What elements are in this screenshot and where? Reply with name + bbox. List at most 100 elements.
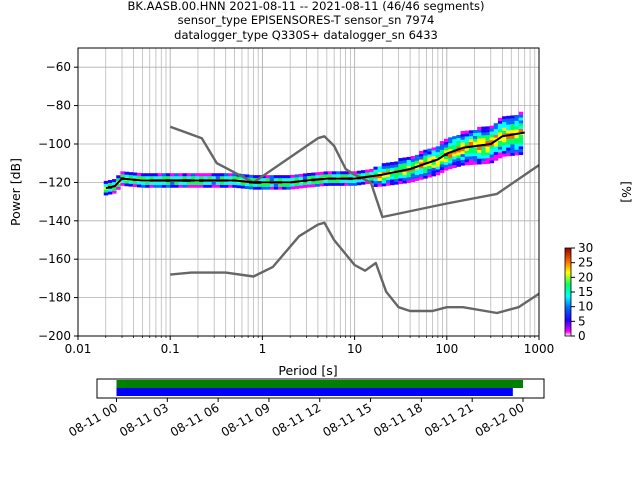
psd-cell	[485, 129, 490, 133]
x-axis-label: Period [s]	[278, 363, 337, 378]
psd-cell	[278, 183, 283, 187]
psd-cell	[381, 168, 387, 172]
psd-cell	[477, 135, 482, 139]
colorbar-tick-label: 10	[578, 300, 593, 314]
psd-cell	[315, 172, 320, 176]
psd-cell	[419, 150, 424, 154]
psd-cell	[244, 185, 250, 189]
psd-cell	[489, 128, 495, 132]
psd-cell	[510, 147, 515, 151]
psd-cell	[103, 192, 109, 196]
y-axis-label: Power [dB]	[8, 158, 23, 226]
psd-cell	[514, 120, 520, 124]
psd-cell	[489, 157, 495, 161]
psd-cell	[136, 172, 142, 176]
psd-cell	[514, 135, 520, 139]
psd-cell	[464, 156, 470, 160]
psd-cell	[336, 179, 341, 183]
psd-cell	[485, 132, 490, 136]
psd-cell	[136, 175, 142, 179]
psd-cell	[473, 161, 478, 165]
psd-cell	[302, 176, 308, 180]
psd-cell	[153, 176, 159, 180]
psd-cell	[385, 162, 391, 166]
psd-cell	[502, 121, 507, 125]
psd-cell	[452, 139, 457, 143]
psd-cell	[290, 174, 295, 178]
psd-cell	[128, 183, 134, 187]
psd-cell	[390, 176, 395, 180]
psd-cell	[302, 182, 308, 186]
psd-cell	[373, 175, 378, 179]
psd-cell	[390, 182, 395, 186]
psd-cell	[385, 179, 391, 183]
psd-cell	[460, 133, 466, 137]
psd-cell	[244, 174, 250, 178]
psd-cell	[327, 174, 333, 178]
psd-cell	[510, 129, 515, 133]
psd-cell	[414, 177, 420, 181]
coverage-tick-label: 08-11 09	[219, 400, 273, 439]
y-tick-label: −200	[38, 329, 71, 343]
psd-cell	[481, 161, 486, 165]
psd-cell	[468, 133, 474, 137]
psd-cell	[506, 121, 511, 125]
psd-cell	[497, 126, 503, 130]
psd-cell	[215, 184, 221, 188]
psd-cell	[307, 175, 312, 179]
psd-cell	[365, 181, 370, 185]
psd-cell	[456, 163, 461, 167]
psd-cell	[190, 173, 196, 177]
psd-cell	[327, 171, 333, 175]
psd-cell	[112, 179, 117, 183]
psd-cell	[473, 153, 478, 157]
psd-cell	[203, 184, 208, 188]
psd-cell	[394, 164, 399, 168]
colorbar-tick-label: 20	[578, 270, 593, 284]
psd-cell	[497, 129, 503, 133]
psd-cell	[406, 159, 412, 163]
psd-cell	[240, 182, 246, 186]
psd-cell	[414, 157, 420, 161]
psd-cell	[497, 152, 503, 156]
psd-cell	[298, 176, 304, 180]
psd-cell	[468, 159, 474, 163]
psd-cell	[141, 181, 146, 185]
psd-cell	[423, 172, 428, 176]
psd-cell	[452, 162, 457, 166]
psd-cell	[435, 149, 441, 153]
psd-cell	[431, 167, 437, 171]
psd-cell	[419, 171, 424, 175]
psd-cell	[414, 169, 420, 173]
psd-cell	[153, 184, 159, 188]
psd-cell	[286, 178, 291, 182]
psd-cell	[497, 117, 503, 121]
psd-cell	[286, 175, 291, 179]
psd-cell	[452, 156, 457, 160]
psd-cell	[410, 155, 416, 159]
x-tick-label: 1000	[524, 342, 555, 356]
psd-cell	[107, 191, 113, 195]
psd-cell	[485, 126, 490, 130]
psd-cell	[502, 147, 507, 151]
psd-cell	[481, 141, 486, 145]
psd-cell	[390, 179, 395, 183]
colorbar-tick-label: 0	[578, 329, 586, 343]
psd-cell	[481, 132, 486, 136]
psd-cell	[215, 173, 221, 177]
psd-cell	[381, 180, 387, 184]
psd-cell	[431, 153, 437, 157]
coverage-tick-label: 08-11 21	[422, 400, 476, 439]
psd-cell	[124, 183, 129, 187]
psd-cell	[340, 171, 345, 175]
psd-cell	[477, 158, 482, 162]
psd-cell	[443, 156, 449, 160]
psd-cell	[402, 157, 407, 161]
psd-cell	[427, 171, 432, 175]
psd-cell	[207, 184, 212, 188]
colorbar-label: [%]	[619, 181, 634, 203]
psd-cell	[510, 138, 515, 142]
psd-cell	[298, 182, 304, 186]
psd-cell	[136, 184, 142, 188]
